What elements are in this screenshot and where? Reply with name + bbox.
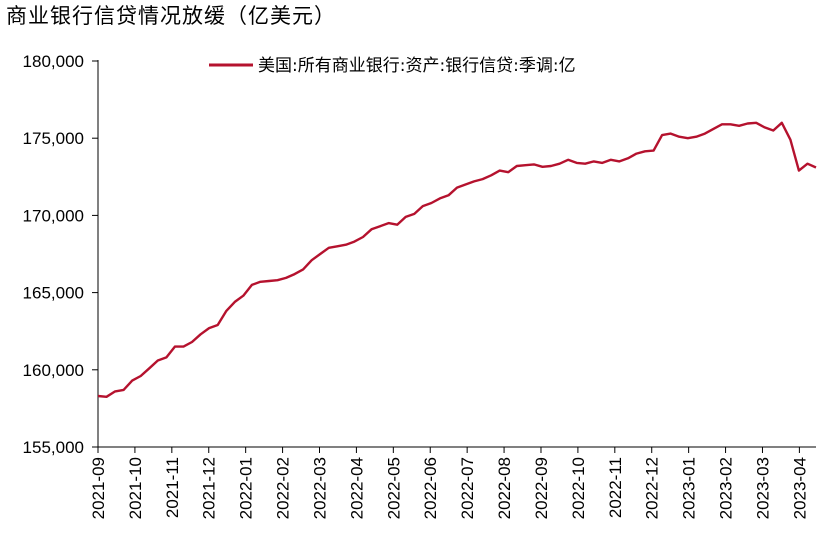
x-tick-label: 2022-11 bbox=[606, 457, 625, 518]
x-tick-label: 2022-01 bbox=[237, 457, 256, 519]
axes bbox=[97, 60, 816, 448]
series-layer bbox=[97, 121, 817, 398]
y-tick-label: 175,000 bbox=[23, 129, 84, 148]
y-tick-label: 170,000 bbox=[23, 206, 84, 225]
y-tick-label: 165,000 bbox=[23, 284, 84, 303]
x-tick-label: 2022-02 bbox=[274, 457, 293, 519]
x-tick-label: 2021-09 bbox=[89, 457, 108, 519]
x-tick-label: 2022-07 bbox=[458, 457, 477, 519]
y-tick-label: 160,000 bbox=[23, 361, 84, 380]
x-tick-label: 2022-08 bbox=[495, 457, 514, 519]
x-tick-label: 2021-11 bbox=[163, 457, 182, 518]
x-axis-ticks: 2021-09 2021-10 2021-11 2021-12 2022-01 2022-… bbox=[89, 447, 809, 519]
legend: 美国:所有商业银行:资产:银行信贷:季调:亿 bbox=[209, 56, 576, 76]
x-tick-label: 2022-04 bbox=[347, 457, 366, 519]
x-tick-label: 2022-05 bbox=[384, 457, 403, 519]
x-tick-label: 2023-04 bbox=[790, 457, 809, 519]
x-tick-label: 2023-03 bbox=[753, 457, 772, 519]
series-line bbox=[97, 121, 817, 398]
x-tick-label: 2022-09 bbox=[532, 457, 551, 519]
y-axis-ticks: 155,000 160,000 165,000 170,000 175,000 180,0… bbox=[23, 52, 98, 457]
x-tick-label: 2023-01 bbox=[680, 457, 699, 519]
x-tick-label: 2023-02 bbox=[717, 457, 736, 519]
x-tick-label: 2021-10 bbox=[126, 457, 145, 519]
chart-title: 商业银行信贷情况放缓（亿美元） bbox=[6, 4, 336, 28]
legend-label: 美国:所有商业银行:资产:银行信贷:季调:亿 bbox=[258, 56, 576, 76]
y-tick-label: 155,000 bbox=[23, 438, 84, 457]
x-tick-label: 2022-10 bbox=[569, 457, 588, 519]
x-tick-label: 2021-12 bbox=[200, 457, 219, 519]
x-tick-label: 2022-03 bbox=[310, 457, 329, 519]
x-tick-label: 2022-06 bbox=[421, 457, 440, 519]
x-tick-label: 2022-12 bbox=[643, 457, 662, 519]
y-tick-label: 180,000 bbox=[23, 52, 84, 71]
